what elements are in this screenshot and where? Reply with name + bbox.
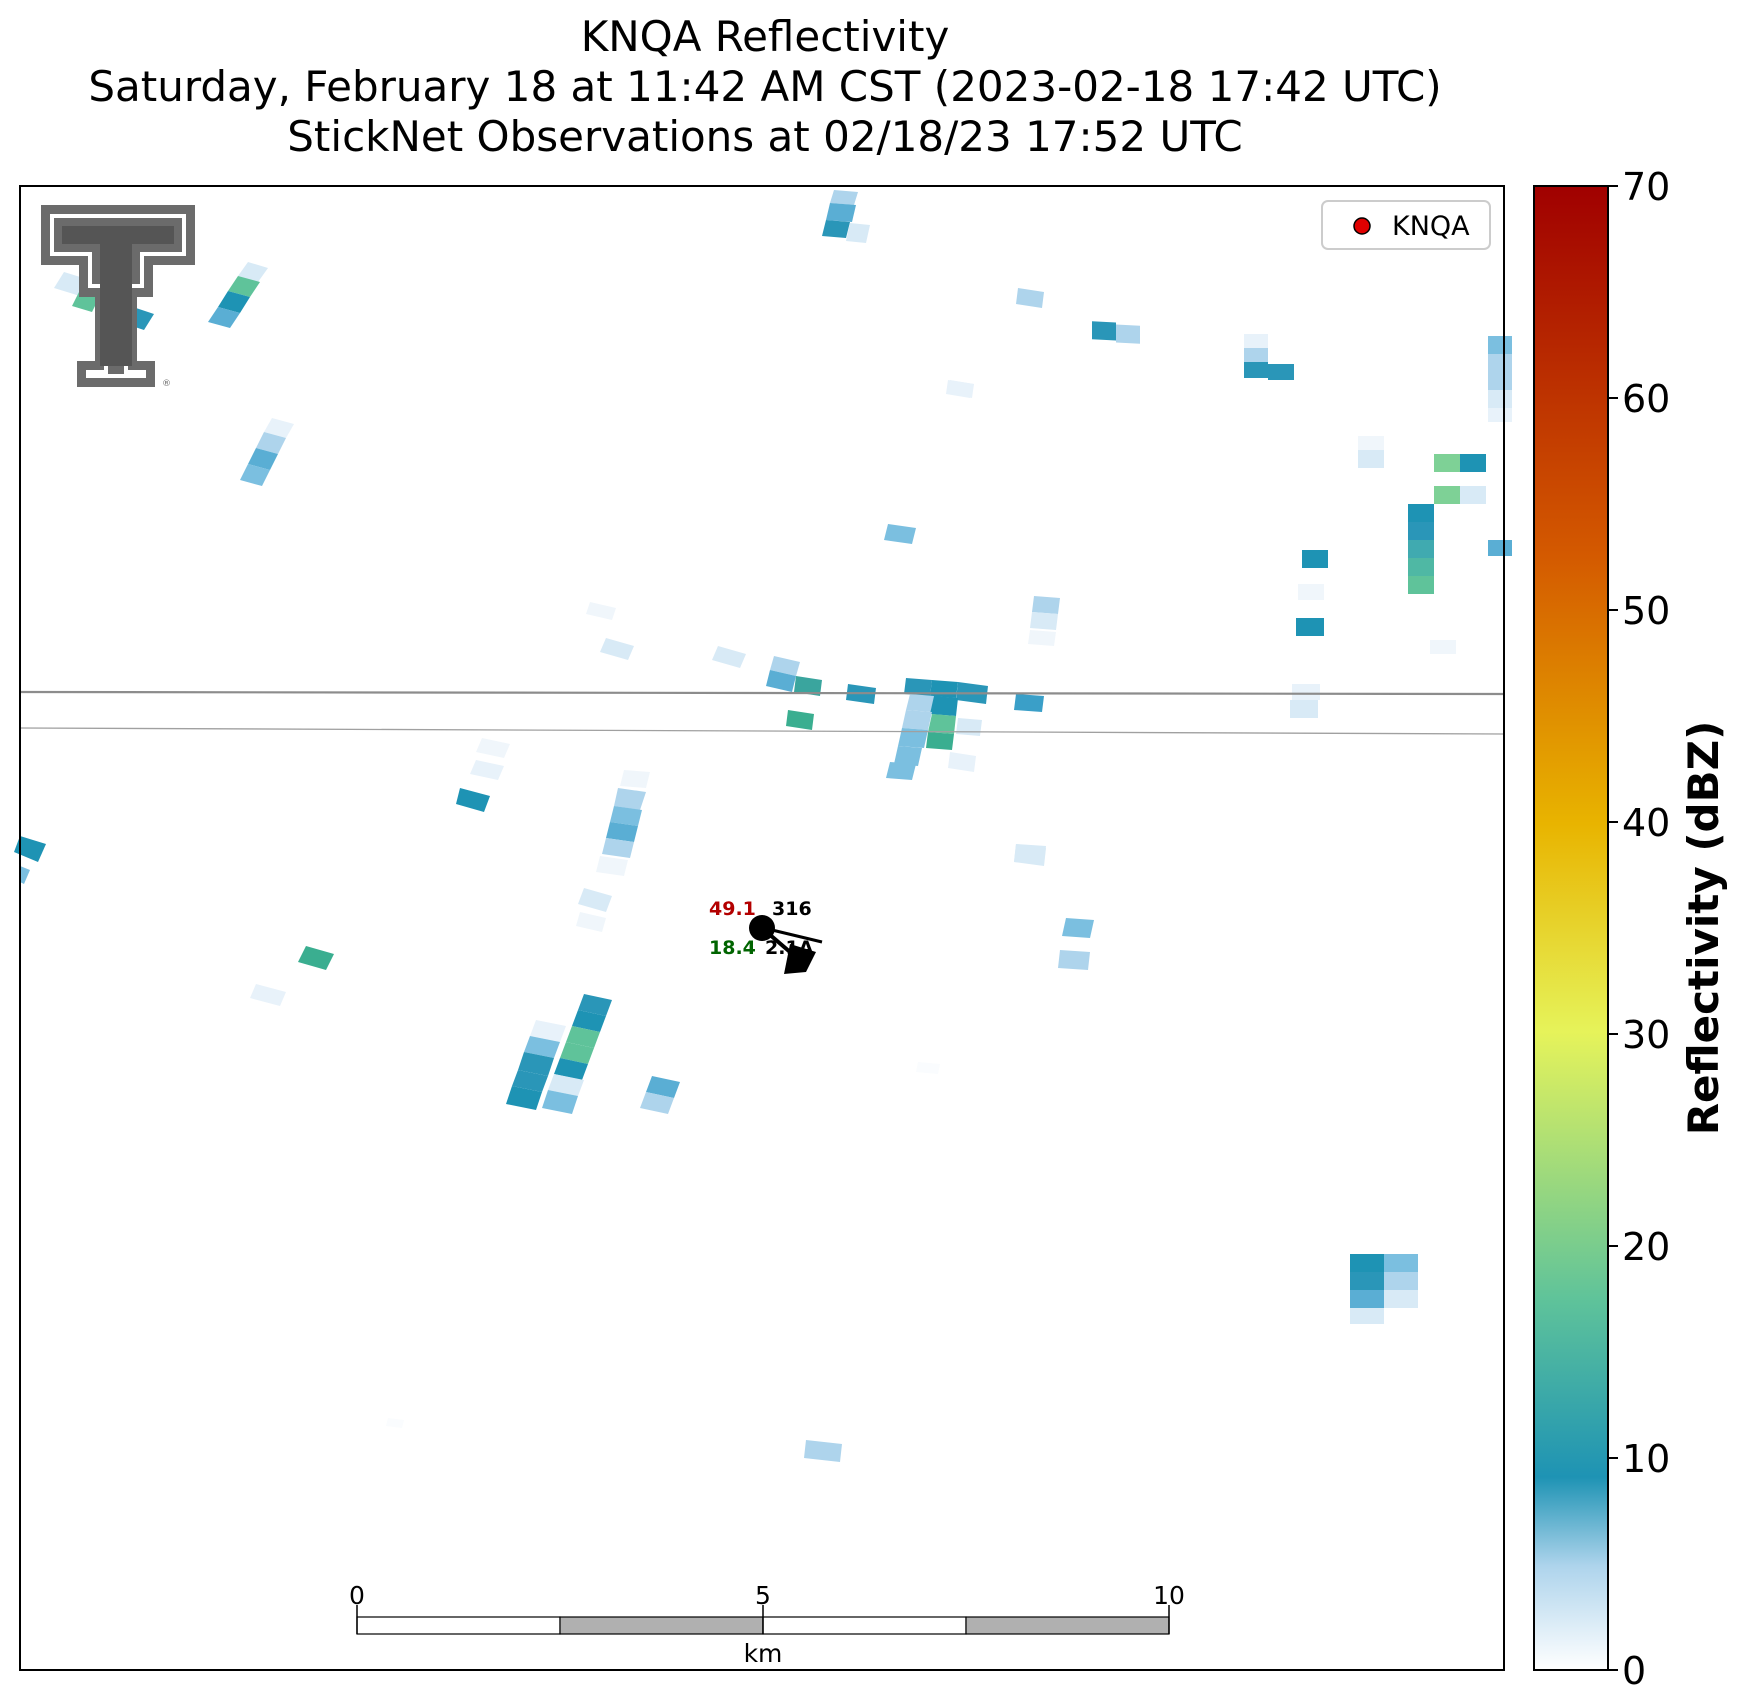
scale-bar-segment-2 [559, 1616, 764, 1635]
reflectivity-layer [14, 190, 1512, 1462]
county-boundary-line-secondary [19, 727, 1505, 735]
svg-text:®: ® [162, 379, 171, 389]
texas-tech-logo: ® [41, 205, 195, 389]
station-pressure: 316 [772, 898, 812, 920]
scale-bar-tick-5: 5 [755, 1581, 771, 1610]
echo-cluster-top-right [948, 288, 1512, 718]
colorbar-tick-label: 0 [1622, 1649, 1646, 1693]
echo-cluster-lower-left [506, 994, 940, 1114]
colorbar: 0 10 20 30 40 50 60 70 Reflectivity (dBZ) [1533, 165, 1728, 1693]
scale-bar-segment-4 [965, 1616, 1170, 1635]
colorbar-tick-label: 60 [1622, 377, 1670, 421]
legend: KNQA [1321, 200, 1491, 250]
echo-cluster-lower-right [386, 1254, 1418, 1462]
colorbar-gradient [1533, 185, 1609, 1671]
legend-label-knqa: KNQA [1392, 211, 1470, 242]
colorbar-tick-label: 50 [1622, 589, 1670, 633]
title-line-1: KNQA Reflectivity [580, 12, 950, 61]
scale-bar-tick-0: 0 [349, 1581, 365, 1610]
wind-barb-flag [784, 944, 816, 974]
legend-marker-knqa [1353, 217, 1371, 235]
colorbar-tick-label: 30 [1622, 1013, 1670, 1057]
colorbar-tick-label: 40 [1622, 801, 1670, 845]
title-line-3: StickNet Observations at 02/18/23 17:52 … [287, 112, 1243, 161]
echo-cluster-center-top [586, 380, 1060, 864]
scale-bar-segment-1 [356, 1616, 561, 1635]
echo-cluster-top-center [822, 190, 870, 243]
colorbar-tick-label: 10 [1622, 1437, 1670, 1481]
sticknet-station-plot: 49.1 18.4 316 2.1A [709, 898, 823, 974]
station-temperature: 49.1 [709, 898, 756, 920]
station-station-id: 2.1A [765, 937, 814, 959]
echo-cluster-center-left [14, 738, 1094, 1006]
scale-bar-segment-3 [762, 1616, 967, 1635]
station-marker [749, 915, 775, 941]
scale-bar: 0 5 10 km [349, 1581, 1185, 1668]
scale-bar-tick-10: 10 [1153, 1581, 1185, 1610]
wind-barb-tick [771, 928, 823, 944]
colorbar-ticks: 0 10 20 30 40 50 60 70 [1608, 165, 1670, 1693]
colorbar-label: Reflectivity (dBZ) [1679, 721, 1728, 1136]
title-line-2: Saturday, February 18 at 11:42 AM CST (2… [88, 62, 1442, 111]
county-boundary-line [19, 690, 1505, 696]
legend-box [1321, 200, 1491, 250]
colorbar-tick-label: 20 [1622, 1225, 1670, 1269]
station-dewpoint: 18.4 [709, 937, 756, 959]
scale-bar-unit: km [744, 1639, 783, 1668]
map-frame [19, 185, 1505, 1671]
colorbar-tick-label: 70 [1622, 165, 1670, 209]
